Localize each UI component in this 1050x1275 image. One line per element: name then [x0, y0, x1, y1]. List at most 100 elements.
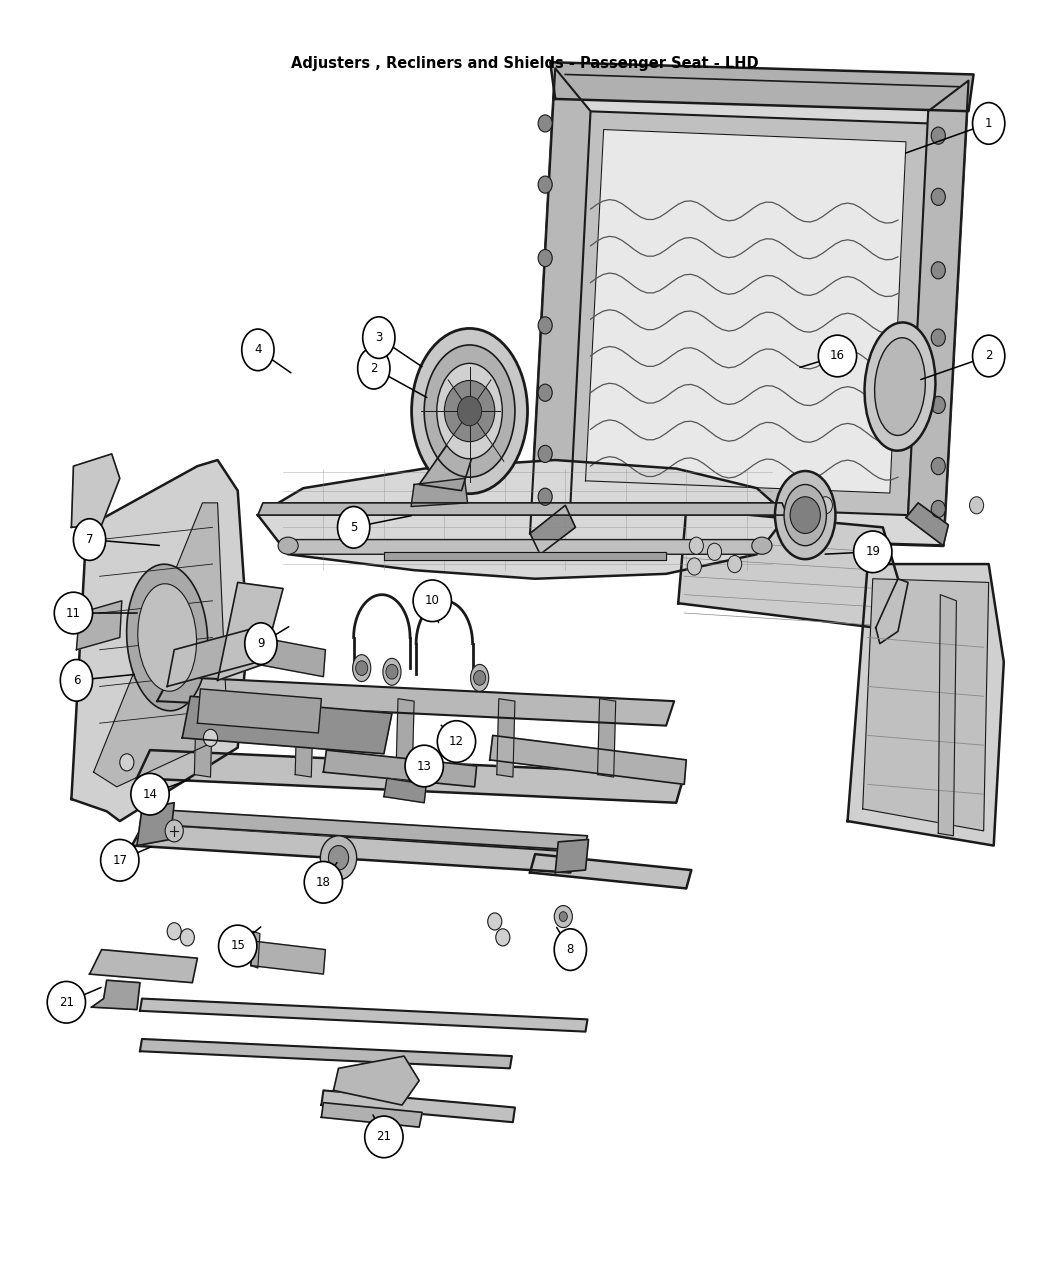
- Text: 14: 14: [143, 788, 158, 801]
- Text: 7: 7: [86, 533, 93, 546]
- Circle shape: [474, 671, 486, 685]
- Polygon shape: [678, 509, 898, 627]
- Polygon shape: [384, 552, 666, 561]
- Polygon shape: [167, 625, 265, 686]
- Polygon shape: [586, 130, 906, 493]
- Polygon shape: [412, 478, 467, 506]
- Ellipse shape: [413, 580, 452, 622]
- Ellipse shape: [127, 565, 208, 710]
- Circle shape: [538, 445, 552, 463]
- Circle shape: [329, 845, 349, 870]
- Text: 18: 18: [316, 876, 331, 889]
- Polygon shape: [77, 601, 122, 650]
- Text: 1: 1: [985, 117, 992, 130]
- Polygon shape: [908, 80, 968, 546]
- Circle shape: [931, 189, 945, 205]
- Ellipse shape: [362, 316, 395, 358]
- Polygon shape: [93, 502, 228, 787]
- Text: 5: 5: [350, 521, 357, 534]
- Polygon shape: [140, 1039, 512, 1068]
- Polygon shape: [323, 750, 477, 787]
- Polygon shape: [530, 69, 590, 533]
- Ellipse shape: [131, 774, 169, 815]
- Text: 2: 2: [985, 349, 992, 362]
- Ellipse shape: [412, 329, 527, 493]
- Circle shape: [167, 923, 182, 940]
- Ellipse shape: [784, 484, 826, 546]
- Ellipse shape: [818, 335, 857, 377]
- Polygon shape: [334, 1056, 419, 1105]
- Circle shape: [931, 397, 945, 413]
- Ellipse shape: [278, 537, 298, 555]
- Ellipse shape: [972, 102, 1005, 144]
- Polygon shape: [288, 539, 759, 555]
- Polygon shape: [530, 854, 691, 889]
- Text: 3: 3: [375, 332, 382, 344]
- Text: Adjusters , Recliners and Shields - Passenger Seat - LHD: Adjusters , Recliners and Shields - Pass…: [291, 56, 759, 71]
- Ellipse shape: [437, 720, 476, 762]
- Circle shape: [688, 558, 701, 575]
- Ellipse shape: [864, 323, 936, 450]
- Polygon shape: [158, 677, 674, 725]
- Polygon shape: [295, 699, 313, 776]
- Polygon shape: [251, 941, 326, 974]
- Polygon shape: [847, 564, 1004, 845]
- Polygon shape: [555, 839, 588, 872]
- Ellipse shape: [854, 530, 891, 572]
- Circle shape: [458, 397, 482, 426]
- Polygon shape: [71, 454, 120, 528]
- Circle shape: [487, 913, 502, 929]
- Polygon shape: [251, 931, 260, 968]
- Ellipse shape: [242, 329, 274, 371]
- Polygon shape: [419, 434, 480, 491]
- Ellipse shape: [337, 506, 370, 548]
- Polygon shape: [863, 579, 989, 831]
- Polygon shape: [597, 699, 615, 776]
- Circle shape: [538, 115, 552, 133]
- Polygon shape: [194, 699, 212, 776]
- Circle shape: [496, 928, 510, 946]
- Circle shape: [538, 176, 552, 194]
- Circle shape: [931, 128, 945, 144]
- Ellipse shape: [74, 519, 106, 561]
- Ellipse shape: [101, 839, 139, 881]
- Ellipse shape: [554, 928, 587, 970]
- Ellipse shape: [304, 862, 342, 903]
- Polygon shape: [321, 1103, 422, 1127]
- Text: 8: 8: [567, 944, 574, 956]
- Circle shape: [818, 497, 833, 514]
- Circle shape: [181, 928, 194, 946]
- Ellipse shape: [55, 592, 92, 634]
- Polygon shape: [565, 111, 928, 515]
- Polygon shape: [183, 696, 392, 754]
- Ellipse shape: [245, 622, 277, 664]
- Text: 9: 9: [257, 638, 265, 650]
- Polygon shape: [258, 460, 788, 579]
- Polygon shape: [258, 638, 326, 677]
- Circle shape: [728, 556, 741, 572]
- Circle shape: [538, 250, 552, 266]
- Polygon shape: [384, 778, 426, 803]
- Polygon shape: [91, 980, 140, 1010]
- Polygon shape: [136, 750, 685, 803]
- Polygon shape: [906, 502, 948, 546]
- Polygon shape: [217, 583, 284, 681]
- Ellipse shape: [875, 338, 925, 436]
- Circle shape: [969, 497, 984, 514]
- Circle shape: [708, 543, 721, 561]
- Circle shape: [538, 488, 552, 505]
- Ellipse shape: [358, 347, 390, 389]
- Polygon shape: [396, 699, 414, 776]
- Circle shape: [386, 664, 398, 680]
- Circle shape: [931, 500, 945, 518]
- Ellipse shape: [470, 664, 488, 691]
- Polygon shape: [140, 808, 588, 850]
- Polygon shape: [939, 594, 957, 836]
- Ellipse shape: [775, 470, 836, 560]
- Ellipse shape: [364, 1116, 403, 1158]
- Text: 15: 15: [230, 940, 245, 952]
- Ellipse shape: [383, 658, 401, 685]
- Polygon shape: [71, 460, 248, 821]
- Ellipse shape: [405, 745, 443, 787]
- Polygon shape: [140, 998, 588, 1031]
